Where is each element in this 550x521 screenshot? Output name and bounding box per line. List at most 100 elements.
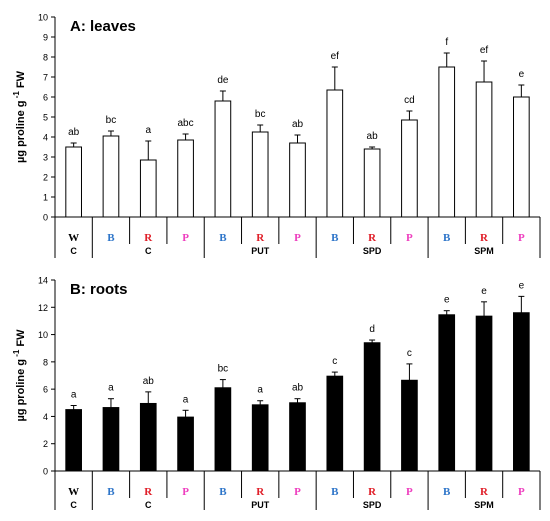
group-label: PUT <box>251 500 270 510</box>
significance-label: bc <box>106 115 117 126</box>
category-label: B <box>107 486 115 498</box>
bar <box>475 315 493 472</box>
bar <box>401 119 418 218</box>
category-label: P <box>518 486 525 498</box>
group-label: SPD <box>363 246 382 256</box>
significance-label: c <box>332 356 337 367</box>
group-label: C <box>70 500 77 510</box>
category-label: P <box>406 232 413 244</box>
category-label: W <box>68 486 79 498</box>
bar <box>438 314 456 472</box>
category-label: W <box>68 232 79 244</box>
y-tick-label: 9 <box>43 33 48 43</box>
bar <box>177 139 194 218</box>
bar <box>251 404 269 472</box>
significance-label: de <box>217 75 229 86</box>
category-label: R <box>368 486 377 498</box>
bar <box>401 379 418 472</box>
significance-label: f <box>445 37 448 48</box>
significance-label: a <box>145 125 151 136</box>
y-axis-label-text: µg proline g <box>15 100 27 163</box>
significance-label: ab <box>292 383 304 394</box>
group-label: SPM <box>474 246 494 256</box>
significance-label: ab <box>292 119 304 130</box>
group-label: C <box>145 500 152 510</box>
category-label: P <box>294 232 301 244</box>
bar <box>214 387 232 472</box>
y-tick-label: 10 <box>38 13 48 23</box>
bar <box>475 81 493 218</box>
category-label: R <box>480 232 489 244</box>
category-label: P <box>518 232 525 244</box>
y-axis-label-sup: -1 <box>12 91 21 101</box>
y-axis-label-suffix: FW <box>15 70 27 91</box>
y-tick-label: 0 <box>43 213 48 223</box>
category-label: P <box>182 232 189 244</box>
y-tick-label: 6 <box>43 93 48 103</box>
category-label: R <box>144 232 153 244</box>
significance-label: ab <box>367 131 379 142</box>
group-label: C <box>145 246 152 256</box>
significance-label: ef <box>480 45 489 56</box>
significance-label: e <box>519 280 525 291</box>
y-axis-label: µg proline g -1 FW <box>12 329 27 422</box>
category-label: R <box>144 486 153 498</box>
category-label: B <box>219 232 227 244</box>
significance-label: cd <box>404 95 415 106</box>
significance-label: bc <box>255 109 266 120</box>
category-label: B <box>107 232 115 244</box>
category-label: B <box>443 486 451 498</box>
category-label: P <box>406 486 413 498</box>
y-tick-label: 2 <box>43 173 48 183</box>
significance-label: a <box>257 385 263 396</box>
y-axis-label-suffix: FW <box>15 329 27 350</box>
bar <box>102 135 120 218</box>
bar <box>139 402 157 472</box>
group-label: SPM <box>474 500 494 510</box>
y-tick-label: 10 <box>38 330 48 340</box>
bar <box>326 89 344 218</box>
bar <box>289 142 306 218</box>
significance-label: ab <box>68 127 80 138</box>
y-tick-label: 0 <box>43 467 48 477</box>
bar <box>513 312 530 472</box>
category-label: R <box>368 232 377 244</box>
bar <box>102 407 120 472</box>
significance-label: ef <box>331 51 340 62</box>
bar <box>177 416 194 472</box>
y-tick-label: 5 <box>43 113 48 123</box>
group-label: SPD <box>363 500 382 510</box>
group-label: C <box>70 246 77 256</box>
significance-label: bc <box>218 364 229 375</box>
bar <box>65 146 82 218</box>
significance-label: a <box>183 394 189 405</box>
category-label: R <box>480 486 489 498</box>
group-label: PUT <box>251 246 270 256</box>
panel-roots: 0 2 4 6 8 10 12 14 B: roots µg proline g -1 FW a a a… <box>12 276 541 510</box>
bar <box>289 402 306 472</box>
significance-label: a <box>108 383 114 394</box>
y-tick-label: 2 <box>43 439 48 449</box>
y-tick-label: 3 <box>43 153 48 163</box>
bar <box>326 375 344 472</box>
category-label: B <box>331 486 339 498</box>
category-label: R <box>256 232 265 244</box>
y-axis-label-sup: -1 <box>12 349 21 359</box>
y-tick-label: 12 <box>38 303 48 313</box>
bar <box>251 131 269 218</box>
significance-label: e <box>444 295 450 306</box>
bar <box>65 409 82 472</box>
significance-label: ab <box>143 376 155 387</box>
bar <box>513 96 530 218</box>
y-axis-label-text: µg proline g <box>15 359 27 422</box>
category-label: R <box>256 486 265 498</box>
category-label: B <box>331 232 339 244</box>
significance-label: abc <box>178 118 194 129</box>
significance-label: d <box>369 324 375 335</box>
chart-title: B: roots <box>70 281 128 298</box>
y-tick-label: 14 <box>38 276 48 286</box>
significance-label: a <box>71 390 77 401</box>
category-label: P <box>294 486 301 498</box>
category-label: B <box>443 232 451 244</box>
